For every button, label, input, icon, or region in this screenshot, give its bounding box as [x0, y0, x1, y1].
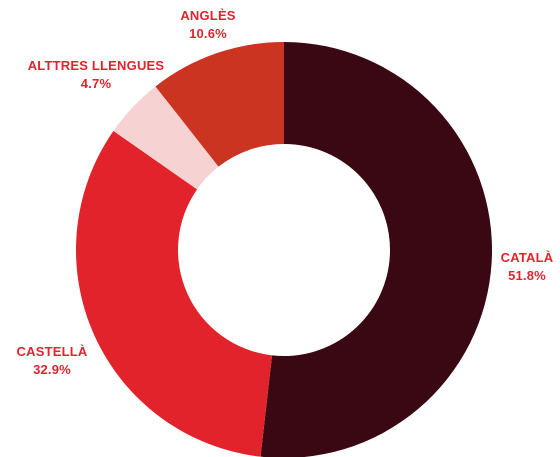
slice-label-castella-value: 32.9% — [33, 362, 71, 377]
slice-label-angles-value: 10.6% — [189, 26, 227, 41]
donut-slice-catal- — [260, 42, 492, 457]
donut-slices — [75, 42, 492, 457]
slice-label-altres-llengues-value: 4.7% — [81, 76, 112, 91]
slice-label-altres-llengues: ALTTRES LLENGUES 4.7% — [28, 58, 165, 91]
slice-label-catala-value: 51.8% — [508, 268, 546, 283]
slice-label-angles: ANGLÈS 10.6% — [180, 8, 235, 41]
slice-label-castella-name: CASTELLÀ — [17, 344, 88, 359]
donut-slice-alttres-llengues — [113, 86, 219, 190]
slice-label-altres-llengues-name: ALTTRES LLENGUES — [28, 58, 165, 73]
slice-label-angles-name: ANGLÈS — [180, 8, 235, 23]
slice-label-catala-name: CATALÀ — [501, 250, 554, 265]
donut-slice-angl-s — [155, 42, 284, 167]
slice-label-catala: CATALÀ 51.8% — [501, 250, 554, 283]
donut-slice-castell- — [75, 130, 273, 457]
slice-label-castella: CASTELLÀ 32.9% — [17, 344, 88, 377]
